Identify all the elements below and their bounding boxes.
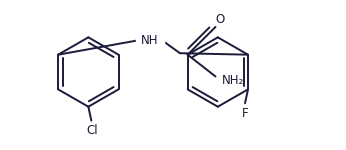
Text: O: O (215, 12, 224, 26)
Text: NH: NH (142, 34, 159, 47)
Text: F: F (242, 107, 248, 120)
Text: NH₂: NH₂ (222, 74, 245, 87)
Text: Cl: Cl (86, 124, 98, 137)
